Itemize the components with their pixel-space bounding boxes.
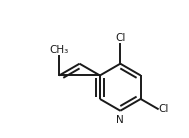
Text: Cl: Cl <box>115 33 125 43</box>
Text: Cl: Cl <box>159 104 169 114</box>
Text: CH₃: CH₃ <box>50 45 69 55</box>
Text: N: N <box>116 115 124 124</box>
